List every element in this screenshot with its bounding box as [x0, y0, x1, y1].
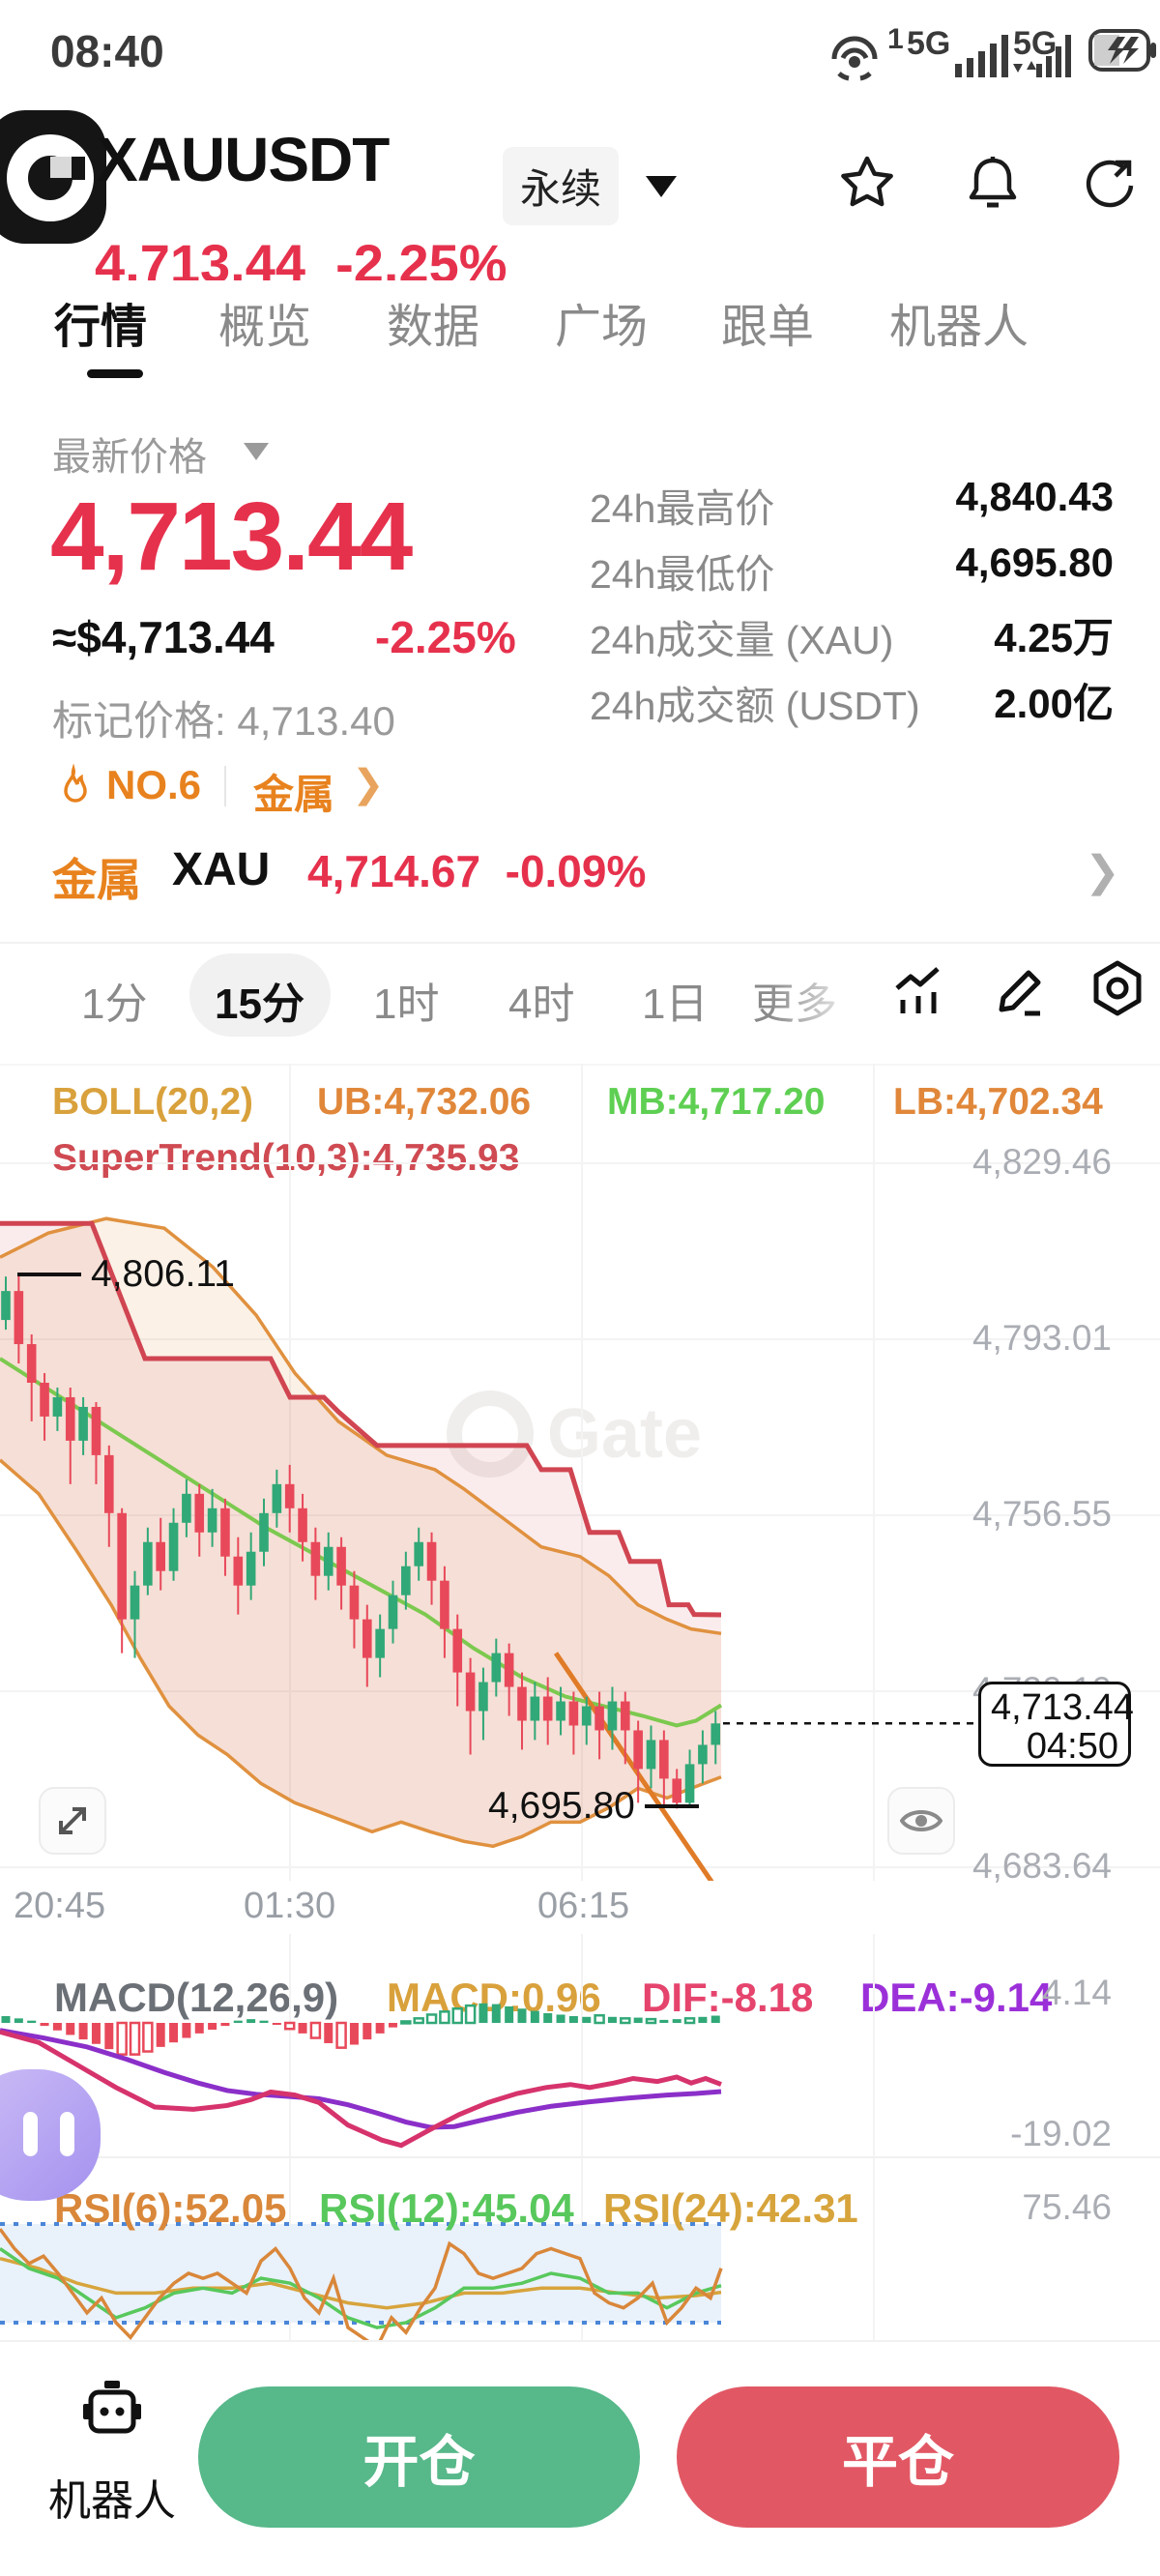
dif-value: DIF:-8.18 — [642, 1975, 814, 2020]
net1-label: 5G — [907, 25, 951, 62]
rsi-axis-max: 75.46 — [1022, 2187, 1112, 2227]
eye-icon — [900, 1810, 942, 1831]
chart-settings-icon[interactable] — [1087, 959, 1148, 1021]
sector-price: 4,714.67 -0.09% — [307, 846, 647, 896]
macd-chart[interactable] — [0, 1934, 1160, 2158]
share-refresh-icon[interactable] — [1081, 153, 1141, 213]
sim1-badge: 1 — [887, 23, 904, 55]
tab-overview[interactable]: 概览 — [218, 302, 312, 353]
y-axis-label: 4,683.64 — [972, 1846, 1112, 1886]
close-position-button[interactable]: 平仓 — [677, 2386, 1119, 2528]
last-price-value: 4,713.44 — [50, 483, 413, 591]
x-axis-label: 20:45 — [14, 1886, 106, 1926]
signal-bars-icon-2 — [1009, 29, 1083, 79]
high-price-marker: 4,806.11 — [17, 1253, 235, 1296]
tf-active-pill — [189, 953, 331, 1037]
signal-bars-icon-1 — [953, 29, 1017, 79]
stat-label: 24h最高价 — [590, 486, 775, 531]
divider — [0, 1064, 1160, 1066]
x-axis-label: 06:15 — [537, 1886, 630, 1926]
contract-type-badge[interactable]: 永续 — [503, 147, 620, 225]
fullscreen-button[interactable] — [39, 1787, 106, 1855]
low-price-marker: 4,695.80 — [488, 1785, 699, 1828]
approx-usd: ≈$4,713.44 — [52, 612, 275, 662]
macd-label[interactable]: MACD(12,26,9) — [54, 1975, 339, 2020]
current-price-tag: 4,713.44 04:50 — [978, 1682, 1134, 1767]
divider — [0, 942, 1160, 944]
robot-icon[interactable] — [81, 2379, 141, 2443]
expand-icon — [59, 1807, 86, 1834]
net2-label: 5G — [1013, 25, 1058, 62]
open-position-button[interactable]: 开仓 — [198, 2386, 640, 2528]
y-axis-label: 4,793.01 — [972, 1318, 1112, 1358]
boll-mb: MB:4,717.20 — [607, 1081, 826, 1123]
tf-15m[interactable]: 15分 — [215, 981, 304, 1028]
visibility-button[interactable] — [887, 1787, 955, 1855]
supertrend-label[interactable]: SuperTrend(10,3):4,735.93 — [52, 1137, 520, 1179]
tab-bots[interactable]: 机器人 — [889, 302, 1030, 353]
stat-label: 24h最低价 — [590, 552, 775, 597]
gate-watermark: Gate — [447, 1390, 702, 1478]
tab-square[interactable]: 广场 — [555, 302, 649, 353]
symbol-dropdown-icon[interactable] — [646, 176, 677, 197]
rank-badge[interactable]: NO.6 — [106, 762, 202, 807]
battery-icon — [1088, 23, 1160, 77]
y-axis-label: 4,829.46 — [972, 1142, 1112, 1182]
tab-active-underline — [87, 369, 143, 378]
last-price-label[interactable]: 最新价格 — [52, 436, 207, 479]
category-link[interactable]: 金属 — [253, 772, 335, 817]
tab-market[interactable]: 行情 — [54, 302, 148, 353]
tf-1h[interactable]: 1时 — [373, 981, 440, 1028]
boll-label[interactable]: BOLL(20,2) — [52, 1081, 254, 1123]
boll-ub: UB:4,732.06 — [317, 1081, 532, 1123]
macd-axis-min: -19.02 — [1010, 2114, 1112, 2153]
sector-name: 金属 — [52, 855, 141, 905]
boll-lb: LB:4,702.34 — [893, 1081, 1103, 1123]
alert-bell-icon[interactable] — [963, 153, 1023, 213]
status-time: 08:40 — [50, 26, 164, 76]
stat-value: 4.25万 — [994, 615, 1114, 660]
tab-data[interactable]: 数据 — [387, 302, 480, 353]
macd-axis-max: 4.14 — [1041, 1973, 1112, 2012]
rsi12-value: RSI(12):45.04 — [319, 2185, 574, 2231]
symbol-title[interactable]: XAUUSDT — [97, 125, 390, 194]
tf-1m[interactable]: 1分 — [81, 981, 148, 1028]
favorite-star-icon[interactable] — [837, 153, 897, 213]
stat-label: 24h成交额 (USDT) — [590, 684, 920, 728]
tf-1d[interactable]: 1日 — [642, 981, 709, 1028]
stat-value: 4,840.43 — [955, 474, 1115, 519]
change-percent: -2.25% — [375, 612, 516, 662]
y-axis-label: 4,756.55 — [972, 1494, 1112, 1534]
rsi24-value: RSI(24):42.31 — [603, 2185, 858, 2231]
rsi-chart[interactable] — [0, 2158, 1160, 2342]
chevron-right-icon[interactable]: ❯ — [1085, 848, 1120, 895]
flame-icon — [52, 764, 95, 812]
rsi6-value[interactable]: RSI(6):52.05 — [54, 2185, 287, 2231]
nav-tabbar: 行情 概览 数据 广场 跟单 机器人 — [0, 280, 1160, 393]
tf-more[interactable]: 更多 — [752, 969, 837, 1031]
mark-price: 标记价格: 4,713.40 — [52, 698, 395, 744]
bottom-action-bar: 机器人 开仓 平仓 — [0, 2342, 1160, 2576]
divider — [0, 2340, 1160, 2342]
ai-assistant-button[interactable] — [0, 2069, 101, 2201]
stat-label: 24h成交量 (XAU) — [590, 618, 894, 662]
tab-copy[interactable]: 跟单 — [721, 302, 815, 353]
chevron-right-icon[interactable]: ❯ — [352, 763, 385, 805]
candlestick-chart[interactable] — [0, 1064, 1160, 1881]
last-price-dropdown-icon[interactable] — [244, 443, 269, 460]
indicator-icon[interactable] — [889, 959, 951, 1021]
robot-tab-label[interactable]: 机器人 — [48, 2477, 176, 2525]
stat-value: 4,695.80 — [955, 540, 1115, 585]
tf-4h[interactable]: 4时 — [508, 981, 575, 1028]
draw-pencil-icon[interactable] — [990, 959, 1052, 1021]
x-axis-label: 01:30 — [244, 1886, 336, 1926]
divider — [224, 766, 226, 806]
sector-symbol: XAU — [172, 844, 271, 895]
hotspot-icon — [827, 27, 887, 81]
stat-value: 2.00亿 — [994, 681, 1114, 726]
dea-value: DEA:-9.14 — [860, 1975, 1053, 2020]
gate-logo[interactable] — [0, 110, 106, 244]
